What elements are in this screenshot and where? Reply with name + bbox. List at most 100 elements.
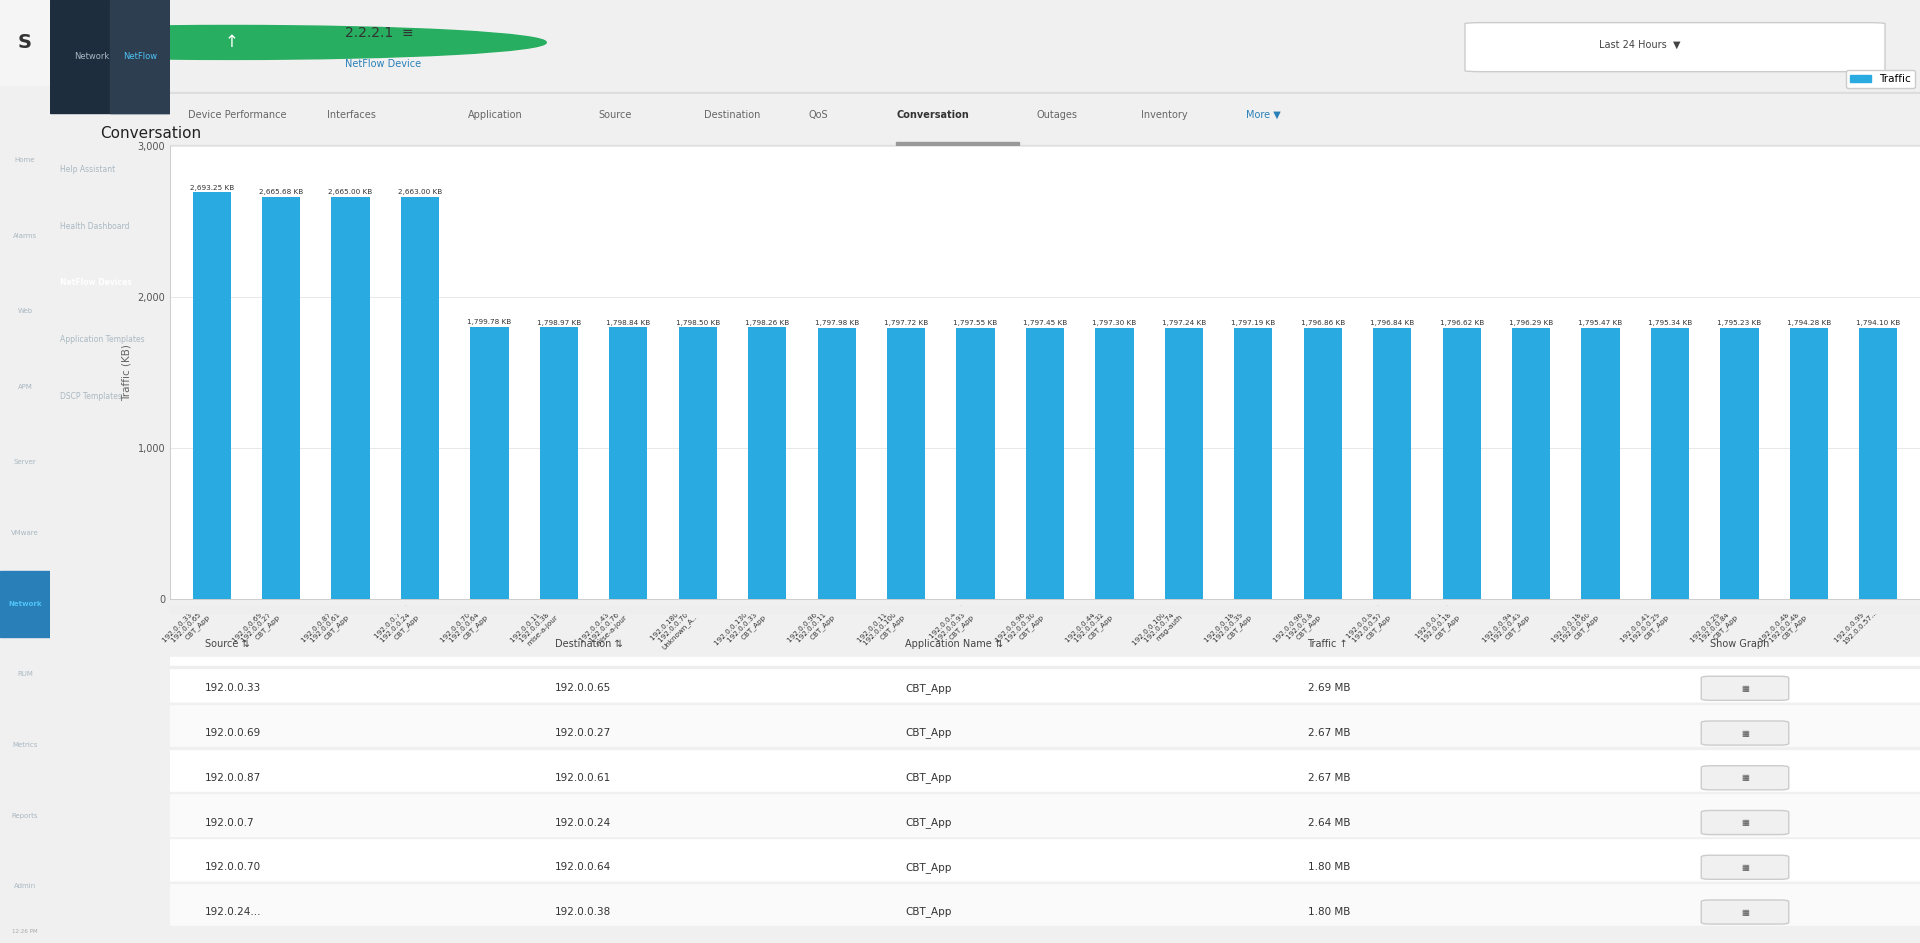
Text: Last 24 Hours  ▼: Last 24 Hours ▼ [1599,41,1680,50]
Text: 192.0.0.87: 192.0.0.87 [205,772,261,783]
Bar [1304,328,1342,599]
Text: ▦: ▦ [1741,684,1749,693]
Text: Interfaces: Interfaces [328,110,376,120]
Bar [1720,328,1759,599]
Text: ↑: ↑ [225,33,238,52]
Legend: Traffic: Traffic [1845,70,1914,89]
Text: Conversation: Conversation [100,125,202,141]
Bar [109,0,171,113]
Text: Inventory: Inventory [1140,110,1188,120]
Text: Network: Network [75,52,109,61]
Text: 192.0.0.70: 192.0.0.70 [205,862,261,872]
Text: 192.0.0.7: 192.0.0.7 [205,818,255,828]
Text: 1,797.45 KB: 1,797.45 KB [1023,320,1068,325]
Text: 192.0.0.33: 192.0.0.33 [205,684,261,693]
Circle shape [0,25,547,59]
Text: ▦: ▦ [1741,773,1749,783]
Text: 1,798.84 KB: 1,798.84 KB [607,320,651,325]
Bar [171,882,1920,883]
Bar [1789,328,1828,599]
Bar [171,657,1920,702]
Text: 1.80 MB: 1.80 MB [1308,907,1350,917]
Bar [1513,328,1549,599]
Text: Application: Application [467,110,522,120]
Bar [171,791,1920,836]
FancyBboxPatch shape [1701,855,1789,879]
Bar [171,837,1920,838]
Bar [609,327,647,599]
Bar [1651,328,1690,599]
Text: Source: Source [599,110,632,120]
Text: 1,797.55 KB: 1,797.55 KB [954,320,998,325]
Bar [1582,328,1620,599]
Bar [171,881,1920,926]
Bar [0,571,50,637]
Text: 1,794.10 KB: 1,794.10 KB [1857,321,1901,326]
Text: 1,794.28 KB: 1,794.28 KB [1788,321,1832,326]
Text: 192.0.24...: 192.0.24... [205,907,261,917]
Bar [956,327,995,599]
Text: 1,796.84 KB: 1,796.84 KB [1371,320,1415,326]
Text: 1,797.19 KB: 1,797.19 KB [1231,320,1275,326]
Text: Network: Network [8,601,42,606]
Bar [171,144,1920,146]
Bar [678,327,716,599]
Bar [0,0,50,85]
Text: 192.0.0.38: 192.0.0.38 [555,907,611,917]
Text: NetFlow Device: NetFlow Device [346,59,420,69]
Bar [171,702,1920,747]
Text: CBT_App: CBT_App [904,817,952,828]
Bar [171,792,1920,793]
Text: More ▼: More ▼ [1246,110,1281,120]
Bar [171,666,1920,668]
Y-axis label: Traffic (KB): Traffic (KB) [121,344,132,401]
Text: 1,795.34 KB: 1,795.34 KB [1647,320,1692,326]
Text: NetFlow: NetFlow [123,52,157,61]
Bar [171,92,1920,94]
Text: 1,798.97 KB: 1,798.97 KB [538,320,582,325]
Bar [171,748,1920,749]
Text: Help Assistant: Help Assistant [60,165,115,174]
Text: 1,797.30 KB: 1,797.30 KB [1092,320,1137,326]
Text: QoS: QoS [808,110,828,120]
Text: CBT_App: CBT_App [904,772,952,784]
Bar [1165,327,1204,599]
Text: 192.0.0.61: 192.0.0.61 [555,772,611,783]
Text: NetFlow Devices: NetFlow Devices [60,278,131,288]
Text: Admin: Admin [13,884,36,889]
Text: 12:26 PM: 12:26 PM [12,929,38,934]
Text: 2,665.00 KB: 2,665.00 KB [328,189,372,195]
FancyBboxPatch shape [1465,23,1885,72]
Bar [192,192,230,599]
Text: Metrics: Metrics [12,742,38,748]
Text: Application Templates: Application Templates [60,335,144,344]
FancyBboxPatch shape [1701,810,1789,835]
Text: CBT_App: CBT_App [904,906,952,918]
Bar [261,196,300,599]
Text: VMware: VMware [12,530,38,536]
Text: 1,797.72 KB: 1,797.72 KB [883,320,927,325]
Text: 2,663.00 KB: 2,663.00 KB [397,190,442,195]
Text: 2.64 MB: 2.64 MB [1308,818,1350,828]
Bar [818,327,856,599]
Bar [1094,327,1133,599]
Text: 1,795.47 KB: 1,795.47 KB [1578,320,1622,326]
Bar [171,926,1920,928]
Text: Device Performance: Device Performance [188,110,286,120]
Text: Destination ⇅: Destination ⇅ [555,638,622,649]
Text: Conversation: Conversation [897,110,970,120]
Text: S: S [17,33,33,52]
Text: 1,797.98 KB: 1,797.98 KB [814,320,858,325]
Text: 192.0.0.24: 192.0.0.24 [555,818,611,828]
FancyBboxPatch shape [1701,721,1789,745]
Text: 1,795.23 KB: 1,795.23 KB [1716,320,1761,326]
Text: 192.0.0.69: 192.0.0.69 [205,728,261,738]
Bar [171,605,1920,613]
Text: 1,796.62 KB: 1,796.62 KB [1440,320,1484,326]
Text: 1,798.26 KB: 1,798.26 KB [745,320,789,325]
Text: 1,798.50 KB: 1,798.50 KB [676,320,720,325]
X-axis label: Conversation: Conversation [1010,660,1079,670]
Bar [897,142,1020,144]
Bar [171,836,1920,881]
Text: CBT_App: CBT_App [904,683,952,694]
